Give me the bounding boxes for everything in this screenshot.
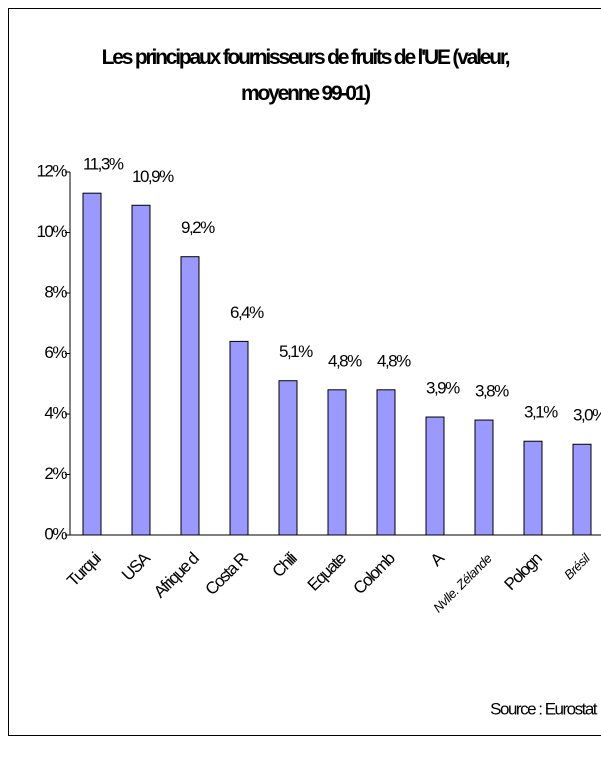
x-tick-label: Equate — [304, 549, 350, 595]
source: Source : Eurostat — [490, 699, 598, 718]
bar — [180, 256, 200, 536]
y-tick-label: 8% — [44, 282, 67, 301]
y-tick-label: 12% — [36, 161, 67, 180]
y-tick-label: 2% — [44, 464, 67, 483]
x-tick-label: Colomb — [349, 549, 398, 598]
value-label: 3,0% — [573, 406, 601, 425]
value-label: 3,1% — [524, 403, 558, 422]
value-label: 11,3% — [83, 155, 124, 174]
x-tick-label: Brésil — [561, 550, 594, 583]
chart-frame — [8, 8, 601, 736]
value-label: 3,8% — [475, 382, 509, 401]
bar — [278, 380, 298, 536]
value-label: 9,2% — [181, 218, 215, 237]
x-tick-label: USA — [118, 548, 154, 584]
value-label: 6,4% — [230, 303, 264, 322]
bar — [572, 443, 592, 536]
value-label: 4,8% — [328, 351, 362, 370]
value-label: 4,8% — [377, 351, 411, 370]
value-label: 10,9% — [132, 167, 174, 186]
y-tick-label: 0% — [44, 524, 67, 543]
chart-title: Les principaux fournisseurs de fruits de… — [101, 46, 511, 105]
bar — [229, 340, 249, 536]
y-tick-label: 10% — [36, 222, 67, 241]
y-tick-label: 4% — [44, 403, 67, 422]
x-tick-label: Afrique d — [150, 549, 203, 602]
y-tick-label: 6% — [44, 343, 67, 362]
x-tick-label: Pologn — [500, 549, 545, 594]
bar — [376, 389, 396, 536]
x-tick-label: A — [427, 548, 449, 570]
bar — [327, 389, 347, 536]
bar — [523, 440, 543, 536]
x-tick-label: Costa R — [202, 549, 252, 599]
value-label: 5,1% — [279, 342, 313, 361]
bar — [131, 204, 151, 536]
value-label: 3,9% — [426, 379, 460, 398]
bar — [425, 416, 445, 536]
bar — [474, 419, 494, 536]
x-tick-label: Turqui — [63, 549, 104, 590]
x-tick-label: Chili — [268, 549, 300, 581]
bar — [82, 192, 102, 536]
